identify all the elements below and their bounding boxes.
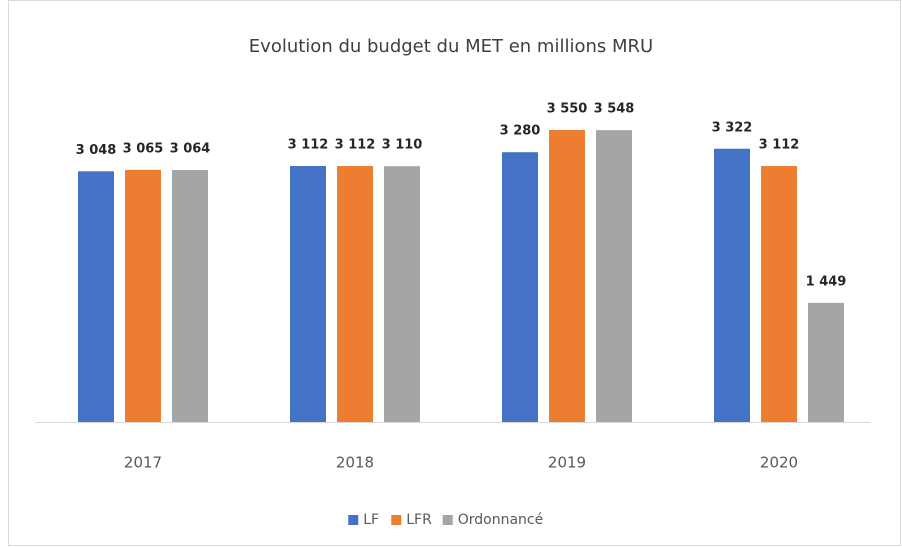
data-label: 3 548 (594, 102, 635, 117)
chart-title: Evolution du budget du MET en millions M… (249, 36, 653, 57)
data-label: 3 110 (382, 138, 423, 153)
bar (337, 166, 373, 422)
data-label: 1 449 (806, 274, 847, 289)
legend-label: LF (363, 512, 379, 528)
x-tick-label: 2017 (124, 454, 162, 472)
bar (596, 130, 632, 423)
data-label: 3 065 (123, 141, 164, 156)
legend-label: LFR (406, 512, 432, 528)
x-tick-label: 2020 (760, 454, 798, 472)
bar (714, 148, 750, 423)
bar (549, 130, 585, 422)
data-label: 3 112 (335, 138, 376, 153)
data-label: 3 550 (547, 102, 588, 117)
data-label: 3 048 (76, 143, 117, 158)
legend-label: Ordonnancé (458, 512, 544, 528)
legend-swatch (348, 515, 359, 525)
data-label: 3 112 (288, 138, 329, 153)
bar (290, 166, 326, 422)
bar (761, 166, 797, 422)
data-label: 3 322 (712, 120, 753, 135)
data-label: 3 280 (500, 124, 541, 139)
bar (172, 169, 208, 422)
bar (125, 169, 161, 422)
legend-swatch (391, 515, 402, 525)
bar (808, 302, 844, 422)
data-label: 3 064 (170, 141, 211, 156)
bar (384, 166, 420, 422)
bar (502, 152, 538, 423)
data-label: 3 112 (759, 138, 800, 153)
legend-swatch (442, 515, 453, 525)
bar (78, 171, 114, 422)
x-tick-label: 2019 (548, 454, 586, 472)
x-tick-label: 2018 (336, 454, 374, 472)
